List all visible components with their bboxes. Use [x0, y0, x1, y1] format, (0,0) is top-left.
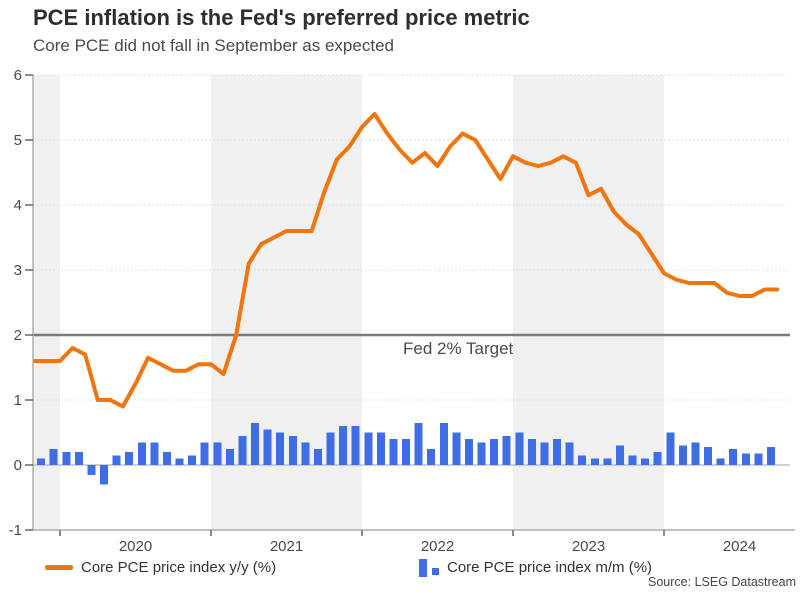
y-tick-label: 0 — [14, 457, 22, 474]
y-tick-label: 3 — [14, 262, 22, 279]
mm-bar — [678, 445, 687, 465]
mm-bar — [527, 439, 536, 465]
mm-bar — [641, 458, 650, 465]
y-tick-label: 6 — [14, 67, 22, 84]
legend-label-yoy: Core PCE price index y/y (%) — [81, 558, 277, 576]
mm-bar — [276, 432, 285, 465]
mm-bar — [150, 442, 159, 465]
mm-bar — [225, 448, 234, 465]
mm-bar — [339, 426, 348, 465]
y-tick-label: 5 — [14, 132, 22, 149]
mm-bar — [502, 435, 511, 465]
fed-target-annotation: Fed 2% Target — [403, 339, 514, 358]
mm-bar — [74, 452, 83, 465]
mm-bar — [125, 452, 134, 465]
mm-bar — [288, 435, 297, 465]
mm-bar — [137, 442, 146, 465]
year-band — [513, 75, 664, 530]
mm-bar — [175, 458, 184, 465]
mm-bar — [754, 453, 763, 465]
mm-bar — [87, 465, 96, 475]
mm-bar — [716, 458, 725, 465]
y-tick-label: 2 — [14, 327, 22, 344]
mm-bar — [427, 448, 436, 465]
mm-bar — [565, 442, 574, 465]
year-label: 2023 — [572, 538, 605, 555]
mm-bar — [490, 439, 499, 465]
mm-bar — [766, 446, 775, 465]
mm-bar — [540, 442, 549, 465]
legend-item-yoy: Core PCE price index y/y (%) — [45, 555, 276, 579]
mm-bars-swatch-icon — [419, 557, 439, 577]
y-tick-label: 1 — [14, 392, 22, 409]
legend-item-mm: Core PCE price index m/m (%) — [419, 555, 652, 579]
year-label: 2022 — [421, 538, 454, 555]
mm-bar — [578, 455, 587, 465]
y-tick-label: 4 — [14, 197, 22, 214]
mm-bar — [326, 432, 335, 465]
mm-bar — [729, 448, 738, 465]
mm-bar — [263, 429, 272, 465]
mm-bar — [213, 442, 222, 465]
mm-bar — [615, 445, 624, 465]
legend-label-mm: Core PCE price index m/m (%) — [447, 558, 653, 576]
mm-bar — [704, 446, 713, 465]
mm-bar — [49, 448, 58, 465]
mm-bar — [301, 442, 310, 465]
source-attribution: Source: LSEG Datastream — [648, 575, 796, 589]
yoy-line-swatch-icon — [45, 564, 73, 570]
mm-bar — [603, 458, 612, 465]
mm-bar — [477, 442, 486, 465]
yoy-line — [32, 112, 780, 409]
mm-bar — [364, 432, 373, 465]
year-label: 2020 — [119, 538, 152, 555]
mm-bar — [389, 439, 398, 465]
mm-bar — [464, 439, 473, 465]
mm-bar — [251, 422, 260, 465]
chart-title: PCE inflation is the Fed's preferred pri… — [33, 5, 530, 30]
mm-bar — [100, 465, 109, 485]
mm-bar — [112, 455, 121, 465]
mm-bar — [402, 439, 411, 465]
mm-bar — [351, 426, 360, 465]
year-band — [211, 75, 362, 530]
mm-bar — [200, 442, 209, 465]
mm-bar — [37, 458, 46, 465]
mm-bar — [553, 439, 562, 465]
mm-bar — [590, 458, 599, 465]
mm-bar — [439, 422, 448, 465]
mm-bar — [162, 452, 171, 465]
year-label: 2021 — [270, 538, 303, 555]
y-tick-label: -1 — [9, 522, 22, 539]
year-label: 2024 — [723, 538, 756, 555]
mm-bar — [414, 422, 423, 465]
mm-bar — [376, 432, 385, 465]
mm-bar — [452, 432, 461, 465]
mm-bar — [313, 448, 322, 465]
mm-bar — [62, 452, 71, 465]
mm-bar — [188, 455, 197, 465]
mm-bar — [653, 452, 662, 465]
mm-bar — [515, 432, 524, 465]
mm-bar — [691, 442, 700, 465]
chart-legend: Core PCE price index y/y (%) Core PCE pr… — [0, 555, 801, 579]
chart-subtitle: Core PCE did not fall in September as ex… — [33, 36, 394, 55]
mm-bar — [666, 432, 675, 465]
mm-bar — [238, 435, 247, 465]
mm-bar — [741, 453, 750, 465]
mm-bar — [628, 455, 637, 465]
